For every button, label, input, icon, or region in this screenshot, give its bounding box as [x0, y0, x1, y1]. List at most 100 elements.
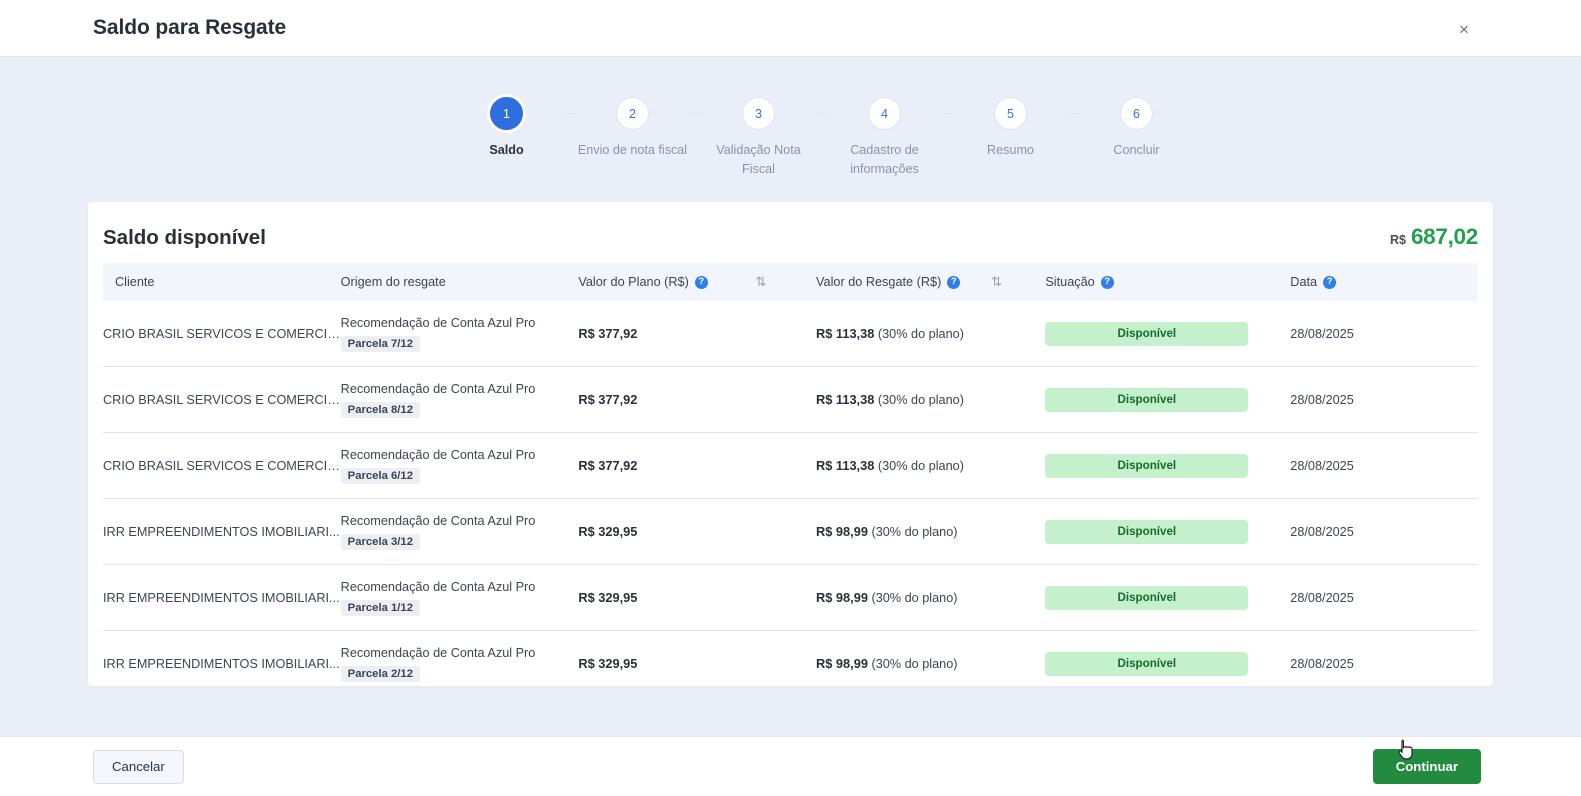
cell-spacer [756, 631, 816, 687]
step-1-saldo[interactable]: 1 Saldo [449, 97, 565, 160]
modal-header: Saldo para Resgate × [0, 0, 1581, 56]
step-1-label: Saldo [489, 143, 524, 157]
step-3-label: Validação Nota Fiscal [716, 143, 801, 176]
parcela-badge: Parcela 8/12 [340, 402, 420, 418]
status-badge: Disponível [1045, 453, 1249, 478]
cell-spacer [991, 301, 1045, 367]
cell-spacer [991, 433, 1045, 499]
table-row[interactable]: IRR EMPREENDIMENTOS IMOBILIARI... Recome… [103, 499, 1478, 565]
cell-spacer [991, 499, 1045, 565]
step-2-envio-nota-fiscal[interactable]: 2 Envio de nota fiscal [575, 97, 691, 160]
table-row[interactable]: CRIO BRASIL SERVICOS E COMERCIO... Recom… [103, 433, 1478, 499]
valor-resgate-value: R$ 113,38 [816, 326, 875, 341]
table-row[interactable]: CRIO BRASIL SERVICOS E COMERCIO... Recom… [103, 301, 1478, 367]
cell-valor-resgate: R$ 113,38 (30% do plano) [816, 433, 991, 499]
step-6-concluir[interactable]: 6 Concluir [1079, 97, 1195, 160]
balance-amount: 687,02 [1410, 224, 1478, 249]
origem-label: Recomendação de Conta Azul Pro [340, 514, 536, 528]
cell-spacer [756, 367, 816, 433]
step-connector [1068, 113, 1079, 114]
status-badge: Disponível [1045, 651, 1249, 676]
help-icon[interactable]: ? [1100, 275, 1114, 289]
balance-currency: R$ [1389, 233, 1406, 247]
valor-plano-value: R$ 329,95 [578, 524, 638, 539]
origem-label: Recomendação de Conta Azul Pro [340, 646, 536, 660]
cell-cliente: CRIO BRASIL SERVICOS E COMERCIO... [103, 458, 341, 473]
table-scroll-area[interactable]: Cliente Origem do resgate Valor do Plano… [88, 263, 1493, 686]
cell-valor-resgate: R$ 113,38 (30% do plano) [816, 367, 991, 433]
cell-valor-plano: R$ 377,92 [578, 433, 755, 499]
cell-origem: Recomendação de Conta Azul Pro Parcela 6… [340, 433, 579, 499]
step-connector [690, 113, 701, 114]
help-icon[interactable]: ? [947, 275, 961, 289]
valor-resgate-percent: (30% do plano) [877, 393, 964, 407]
help-icon[interactable]: ? [694, 275, 708, 289]
table-row[interactable]: IRR EMPREENDIMENTOS IMOBILIARI... Recome… [103, 631, 1478, 687]
parcela-badge: Parcela 3/12 [340, 534, 420, 550]
origem-label: Recomendação de Conta Azul Pro [340, 580, 536, 594]
cell-valor-plano: R$ 329,95 [578, 499, 755, 565]
col-header-origem: Origem do resgate [340, 263, 579, 301]
step-connector [942, 113, 953, 114]
origem-label: Recomendação de Conta Azul Pro [340, 382, 536, 396]
valor-resgate-percent: (30% do plano) [877, 327, 964, 341]
cell-valor-plano: R$ 329,95 [578, 565, 755, 631]
cell-valor-plano: R$ 377,92 [578, 367, 755, 433]
valor-plano-value: R$ 377,92 [578, 458, 638, 473]
wizard-stepper: 1 Saldo 2 Envio de nota fiscal 3 Validaç… [0, 57, 1581, 179]
cell-origem: Recomendação de Conta Azul Pro Parcela 1… [340, 565, 579, 631]
close-icon[interactable]: × [1451, 16, 1477, 42]
status-badge: Disponível [1045, 519, 1249, 544]
valor-resgate-percent: (30% do plano) [877, 459, 964, 473]
col-header-valor-resgate-label: Valor do Resgate (R$) [816, 275, 942, 289]
cell-situacao: Disponível [1045, 367, 1290, 433]
balance-card: Saldo disponível R$ 687,02 Cliente [88, 202, 1493, 686]
cell-situacao: Disponível [1045, 433, 1290, 499]
col-header-origem-label: Origem do resgate [340, 275, 446, 289]
status-badge: Disponível [1045, 585, 1249, 610]
page-title: Saldo para Resgate [93, 16, 287, 39]
cancel-button[interactable]: Cancelar [93, 749, 184, 784]
cell-data: 28/08/2025 [1290, 524, 1354, 539]
step-5-circle: 5 [994, 97, 1027, 130]
sort-icon[interactable]: ⇅ [991, 274, 1002, 289]
col-header-sort-resgate[interactable]: ⇅ [991, 263, 1046, 301]
cell-situacao: Disponível [1045, 565, 1290, 631]
modal-body: 1 Saldo 2 Envio de nota fiscal 3 Validaç… [0, 56, 1581, 736]
balance-table: Cliente Origem do resgate Valor do Plano… [103, 263, 1478, 686]
help-icon[interactable]: ? [1323, 275, 1337, 289]
valor-resgate-percent: (30% do plano) [871, 591, 958, 605]
cell-valor-resgate: R$ 98,99 (30% do plano) [816, 499, 991, 565]
valor-resgate-value: R$ 113,38 [816, 458, 875, 473]
table-row[interactable]: CRIO BRASIL SERVICOS E COMERCIO... Recom… [103, 367, 1478, 433]
cell-cliente: CRIO BRASIL SERVICOS E COMERCIO... [103, 326, 341, 341]
step-3-validacao-nota-fiscal[interactable]: 3 Validação Nota Fiscal [701, 97, 817, 179]
step-4-label: Cadastro de informações [850, 143, 919, 176]
cell-spacer [756, 565, 816, 631]
modal-footer: Cancelar Continuar [0, 736, 1581, 796]
cell-cliente: CRIO BRASIL SERVICOS E COMERCIO... [103, 392, 341, 407]
step-4-cadastro-informacoes[interactable]: 4 Cadastro de informações [827, 97, 943, 179]
continue-button[interactable]: Continuar [1372, 749, 1481, 784]
parcela-badge: Parcela 7/12 [340, 336, 420, 352]
step-2-label: Envio de nota fiscal [577, 143, 688, 157]
parcela-badge: Parcela 1/12 [340, 600, 420, 616]
valor-plano-value: R$ 377,92 [578, 326, 638, 341]
cell-spacer [756, 433, 816, 499]
step-5-resumo[interactable]: 5 Resumo [953, 97, 1069, 160]
cell-valor-resgate: R$ 98,99 (30% do plano) [816, 565, 991, 631]
valor-resgate-value: R$ 98,99 [816, 590, 868, 605]
cell-data: 28/08/2025 [1290, 392, 1354, 407]
step-connector [564, 113, 575, 114]
cell-spacer [991, 631, 1045, 687]
table-row[interactable]: IRR EMPREENDIMENTOS IMOBILIARI... Recome… [103, 565, 1478, 631]
valor-plano-value: R$ 329,95 [578, 656, 638, 671]
valor-resgate-percent: (30% do plano) [871, 657, 958, 671]
balance-card-header: Saldo disponível R$ 687,02 [88, 202, 1493, 263]
sort-icon[interactable]: ⇅ [755, 274, 767, 289]
col-header-sort-plano[interactable]: ⇅ [755, 263, 816, 301]
balance-card-wrapper: Saldo disponível R$ 687,02 Cliente [0, 179, 1581, 686]
parcela-badge: Parcela 6/12 [340, 468, 420, 484]
cell-valor-plano: R$ 377,92 [578, 301, 755, 367]
